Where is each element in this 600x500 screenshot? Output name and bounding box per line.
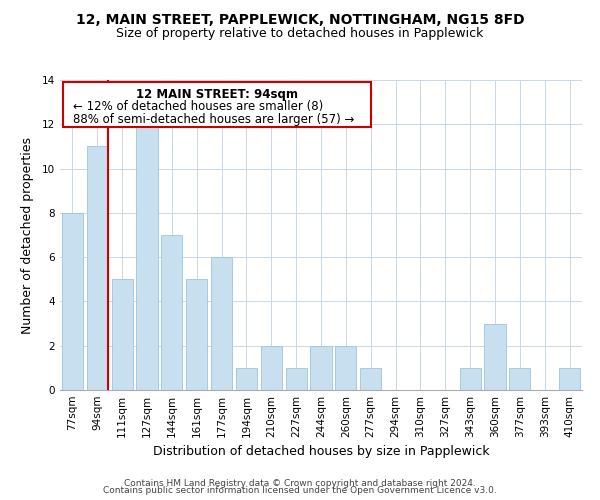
Bar [136, 124, 158, 390]
Bar [161, 235, 182, 390]
Bar [559, 368, 580, 390]
X-axis label: Distribution of detached houses by size in Papplewick: Distribution of detached houses by size … [152, 446, 490, 458]
Text: ← 12% of detached houses are smaller (8): ← 12% of detached houses are smaller (8) [73, 100, 323, 113]
Text: 12, MAIN STREET, PAPPLEWICK, NOTTINGHAM, NG15 8FD: 12, MAIN STREET, PAPPLEWICK, NOTTINGHAM,… [76, 12, 524, 26]
Text: 88% of semi-detached houses are larger (57) →: 88% of semi-detached houses are larger (… [73, 112, 355, 126]
Text: Contains HM Land Registry data © Crown copyright and database right 2024.: Contains HM Land Registry data © Crown c… [124, 478, 476, 488]
Bar [460, 368, 481, 390]
Bar [211, 257, 232, 390]
Bar [261, 346, 282, 390]
Bar [286, 368, 307, 390]
Bar [360, 368, 381, 390]
Bar [335, 346, 356, 390]
Text: Contains public sector information licensed under the Open Government Licence v3: Contains public sector information licen… [103, 486, 497, 495]
Bar [112, 280, 133, 390]
Text: 12 MAIN STREET: 94sqm: 12 MAIN STREET: 94sqm [136, 88, 298, 101]
Bar [87, 146, 108, 390]
Bar [484, 324, 506, 390]
Bar [236, 368, 257, 390]
Bar [509, 368, 530, 390]
Bar [186, 280, 207, 390]
Bar [310, 346, 332, 390]
Bar [62, 213, 83, 390]
Y-axis label: Number of detached properties: Number of detached properties [20, 136, 34, 334]
FancyBboxPatch shape [62, 82, 371, 126]
Text: Size of property relative to detached houses in Papplewick: Size of property relative to detached ho… [116, 28, 484, 40]
